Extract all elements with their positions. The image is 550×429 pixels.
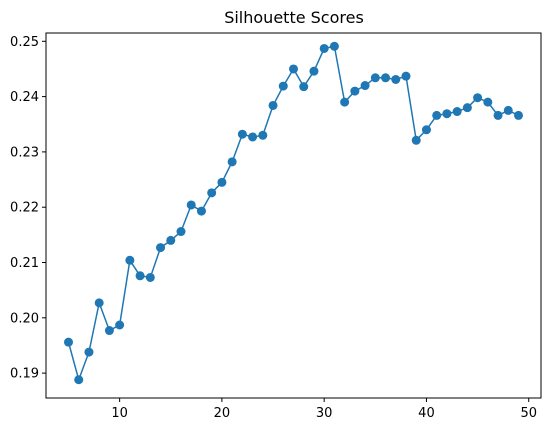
data-point — [462, 103, 472, 113]
data-point — [452, 107, 462, 117]
data-point — [370, 73, 380, 83]
x-tick-label: 40 — [418, 406, 435, 421]
data-point — [329, 41, 339, 51]
data-point — [421, 125, 431, 135]
data-point — [268, 100, 278, 110]
y-tick-label: 0.25 — [10, 35, 39, 50]
data-point — [227, 157, 237, 167]
data-point — [391, 74, 401, 84]
x-tick-label: 20 — [214, 406, 231, 421]
data-point — [145, 272, 155, 282]
data-point — [166, 235, 176, 245]
y-tick-label: 0.21 — [10, 256, 39, 271]
axes-frame — [45, 32, 542, 399]
data-point — [289, 64, 298, 74]
data-point — [483, 97, 493, 107]
data-point — [64, 337, 73, 347]
data-point — [442, 109, 452, 119]
data-point — [217, 177, 227, 187]
y-tick-label: 0.20 — [10, 311, 39, 326]
data-point — [401, 71, 411, 81]
data-point — [125, 255, 135, 265]
y-tick-label: 0.24 — [10, 90, 39, 105]
data-point — [196, 206, 206, 216]
data-point — [237, 129, 247, 139]
x-tick-label: 50 — [520, 406, 537, 421]
y-tick-label: 0.23 — [10, 145, 39, 160]
data-point — [309, 66, 319, 76]
data-point — [176, 227, 186, 237]
data-point — [432, 110, 442, 120]
x-tick-label: 30 — [316, 406, 333, 421]
chart-title: Silhouette Scores — [224, 8, 364, 27]
x-tick-label: 10 — [111, 406, 128, 421]
data-point — [74, 375, 84, 385]
data-point — [493, 110, 503, 120]
data-point — [94, 298, 104, 308]
data-point — [360, 81, 370, 91]
data-point — [115, 320, 125, 330]
y-tick-label: 0.19 — [10, 367, 39, 382]
data-point — [299, 82, 309, 92]
data-point — [503, 105, 513, 115]
data-point — [340, 97, 350, 107]
data-point — [514, 110, 523, 120]
data-point — [473, 93, 483, 103]
data-point — [248, 132, 258, 142]
data-point — [278, 81, 288, 91]
data-point — [350, 86, 360, 96]
data-point — [381, 73, 391, 83]
plot-area: 10 20 30 40 50 0.19 0.20 0.21 0.22 0.23 0.24 0.25 — [10, 35, 537, 421]
data-point — [207, 188, 217, 198]
data-point — [104, 326, 114, 336]
data-point — [186, 200, 196, 210]
data-point — [84, 347, 94, 357]
data-point — [258, 130, 268, 140]
data-point — [135, 271, 145, 281]
data-point — [156, 243, 166, 253]
y-tick-label: 0.22 — [10, 201, 39, 216]
data-point — [411, 135, 421, 145]
data-point — [319, 43, 329, 53]
